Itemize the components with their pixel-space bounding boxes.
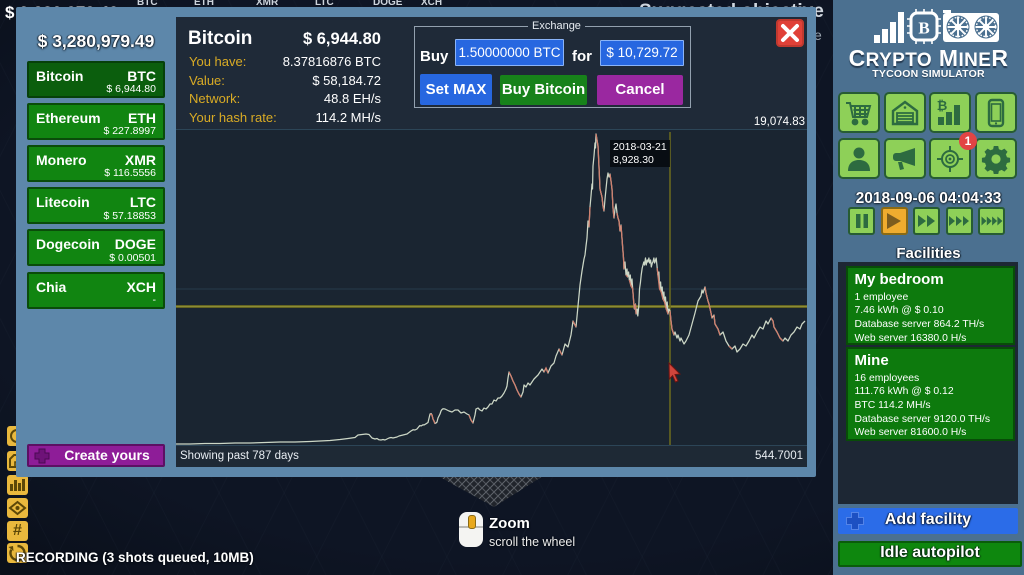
svg-text:₿: ₿ [937,98,948,113]
svg-text:B: B [918,19,929,38]
